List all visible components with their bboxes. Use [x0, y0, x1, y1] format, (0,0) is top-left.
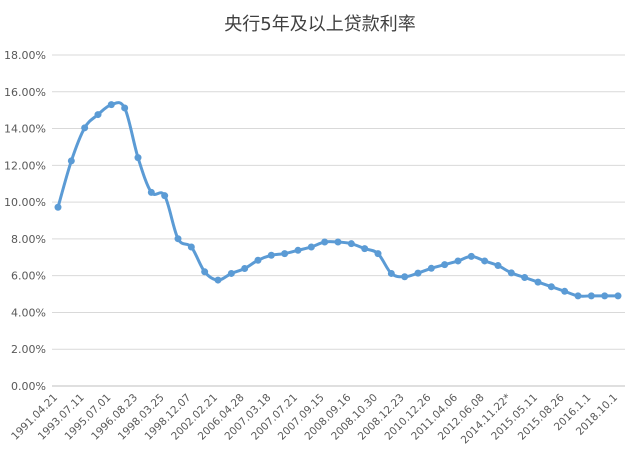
data-point: [321, 238, 329, 246]
data-point: [54, 203, 62, 211]
y-tick-label: 6.00%: [11, 270, 46, 283]
y-tick-label: 12.00%: [4, 159, 46, 172]
data-point: [574, 292, 582, 300]
data-point: [107, 101, 115, 109]
y-tick-label: 4.00%: [11, 306, 46, 319]
x-axis-ticks: 1991.04.211993.07.111995.07.011996.08.23…: [9, 391, 620, 446]
data-point: [334, 238, 342, 246]
y-axis-ticks: 0.00% 2.00% 4.00% 6.00% 8.00% 10.00% 12.00% 14.…: [4, 49, 46, 393]
data-point: [94, 111, 102, 119]
data-point: [481, 257, 489, 265]
data-point: [267, 251, 275, 259]
series-layer: [54, 101, 622, 300]
data-point: [401, 273, 409, 281]
data-point: [307, 243, 315, 251]
data-point: [454, 257, 462, 265]
data-point: [187, 243, 195, 251]
data-point: [561, 287, 569, 295]
data-point: [174, 235, 182, 243]
data-point: [241, 264, 249, 272]
y-tick-label: 8.00%: [11, 233, 46, 246]
data-point: [494, 262, 502, 270]
data-point: [534, 278, 542, 286]
y-tick-label: 0.00%: [11, 380, 46, 393]
y-tick-label: 14.00%: [4, 123, 46, 136]
data-point: [121, 104, 129, 112]
data-point: [254, 256, 262, 264]
data-point: [427, 264, 435, 272]
data-point: [67, 157, 75, 165]
data-point: [361, 245, 369, 253]
data-point: [81, 124, 89, 132]
data-point: [227, 269, 235, 277]
chart-title: 央行5年及以上贷款利率: [224, 14, 415, 35]
data-point: [507, 269, 515, 277]
data-point: [294, 246, 302, 254]
data-point: [414, 269, 422, 277]
data-point: [587, 292, 595, 300]
data-point: [441, 261, 449, 269]
data-point: [601, 292, 609, 300]
data-point: [214, 276, 222, 284]
y-tick-label: 10.00%: [4, 196, 46, 209]
y-tick-label: 16.00%: [4, 86, 46, 99]
data-point: [547, 283, 555, 291]
data-point: [347, 240, 355, 248]
data-point: [521, 274, 529, 282]
data-point: [387, 269, 395, 277]
gridlines: [52, 54, 625, 387]
y-tick-label: 18.00%: [4, 49, 46, 62]
data-point: [281, 250, 289, 258]
data-point: [201, 268, 209, 276]
data-point: [374, 250, 382, 258]
y-tick-label: 2.00%: [11, 343, 46, 356]
data-point: [161, 192, 169, 200]
data-point: [467, 252, 475, 260]
data-point: [147, 188, 155, 196]
series-line: [56, 101, 618, 298]
data-point: [614, 292, 622, 300]
data-point: [134, 154, 142, 162]
